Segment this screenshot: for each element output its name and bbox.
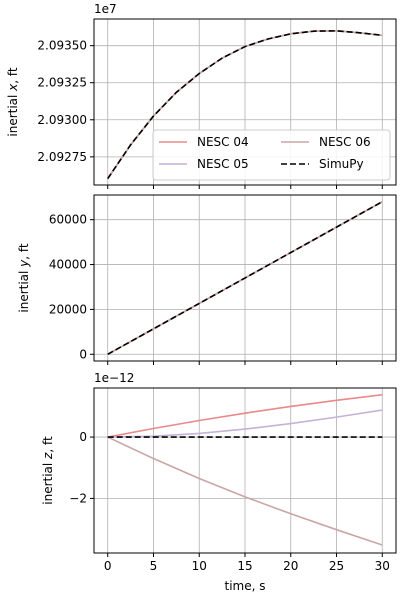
- panel-1: 2.09275 2.09300 2.09325 2.09350 1e7 inertial …: [6, 2, 397, 189]
- panel-3: 0 5 10 15 20 25 30 −2 0 1e−12 inertial z, ft time, …: [41, 371, 397, 593]
- x-tick-label: 15: [237, 559, 252, 573]
- y-tick-label: 2.09350: [37, 39, 87, 53]
- legend-label-3: NESC 06: [319, 135, 371, 149]
- y-tick-label: −2: [69, 491, 87, 505]
- legend-label-1: NESC 04: [197, 135, 249, 149]
- legend-label-4: SimuPy: [319, 157, 364, 171]
- legend-box: [152, 129, 391, 181]
- legend: NESC 04 NESC 05 NESC 06 SimuPy: [152, 129, 391, 181]
- legend-label-2: NESC 05: [197, 157, 249, 171]
- x-axis-label: time, s: [225, 579, 266, 593]
- y-axis-label: inertial z, ft: [41, 436, 55, 505]
- y-tick-label: 2.09325: [37, 76, 87, 90]
- offset-text: 1e−12: [94, 371, 134, 385]
- x-tick-label: 5: [150, 559, 158, 573]
- y-tick-label: 2.09275: [37, 150, 87, 164]
- x-tick-label: 30: [375, 559, 390, 573]
- y-tick-label: 20000: [49, 302, 87, 316]
- y-tick-label: 40000: [49, 258, 87, 272]
- y-tick-label: 0: [79, 430, 87, 444]
- x-tick-label: 25: [329, 559, 344, 573]
- y-tick-label: 0: [79, 347, 87, 361]
- series-line-3: [107, 436, 383, 546]
- series-line-1: [107, 393, 383, 438]
- y-tick-label: 60000: [49, 213, 87, 227]
- series-line-2: [107, 409, 383, 438]
- x-tick-label: 20: [283, 559, 298, 573]
- series-line-4: [107, 201, 383, 355]
- y-axis-label: inertial y, ft: [17, 243, 31, 313]
- offset-text: 1e7: [94, 2, 117, 16]
- series-line-4: [107, 30, 383, 180]
- panel-2: 0 20000 40000 60000 inertial y, ft: [17, 194, 397, 365]
- y-tick-label: 2.09300: [37, 113, 87, 127]
- x-tick-label: 10: [192, 559, 207, 573]
- x-tick-label: 0: [104, 559, 112, 573]
- y-axis-label: inertial x, ft: [6, 67, 20, 137]
